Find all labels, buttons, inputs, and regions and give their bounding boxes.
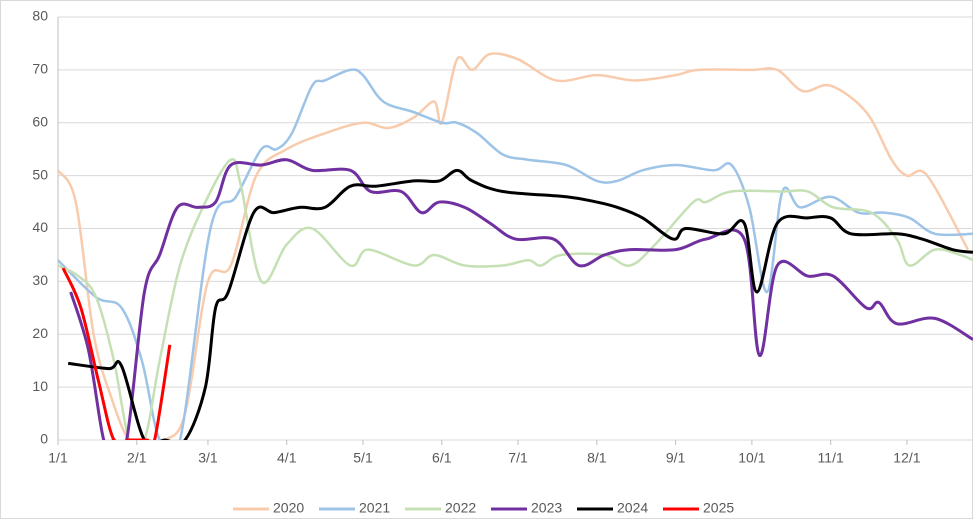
x-tick-label: 5/1 <box>353 450 373 466</box>
legend-label: 2022 <box>445 500 476 516</box>
series-line <box>61 267 172 440</box>
legend-label: 2025 <box>703 500 734 516</box>
x-tick-label: 7/1 <box>508 450 528 466</box>
series-line <box>58 158 973 440</box>
x-tick-label: 1/1 <box>48 450 68 466</box>
x-tick-label: 3/1 <box>198 450 218 466</box>
x-tick-label: 4/1 <box>277 450 297 466</box>
y-tick-label: 60 <box>32 113 48 129</box>
y-tick-label: 40 <box>32 219 48 235</box>
x-tick-label: 11/1 <box>818 450 844 466</box>
x-tick-label: 8/1 <box>587 450 607 466</box>
legend-label: 2023 <box>531 500 562 516</box>
y-tick-label: 0 <box>40 431 48 447</box>
x-tick-label: 2/1 <box>127 450 147 466</box>
x-tick-label: 9/1 <box>666 450 686 466</box>
x-tick-label: 6/1 <box>432 450 452 466</box>
y-tick-label: 80 <box>32 8 48 24</box>
x-tick-label: 10/1 <box>738 450 765 466</box>
legend-label: 2021 <box>359 500 390 516</box>
y-tick-label: 10 <box>32 378 48 394</box>
y-tick-label: 50 <box>32 166 48 182</box>
y-tick-label: 70 <box>32 61 48 77</box>
series-line <box>67 168 973 440</box>
y-tick-label: 20 <box>32 325 48 341</box>
legend-label: 2020 <box>273 500 304 516</box>
x-tick-label: 12/1 <box>893 450 920 466</box>
series-line <box>69 158 973 440</box>
legend-label: 2024 <box>617 500 648 516</box>
y-tick-label: 30 <box>32 272 48 288</box>
